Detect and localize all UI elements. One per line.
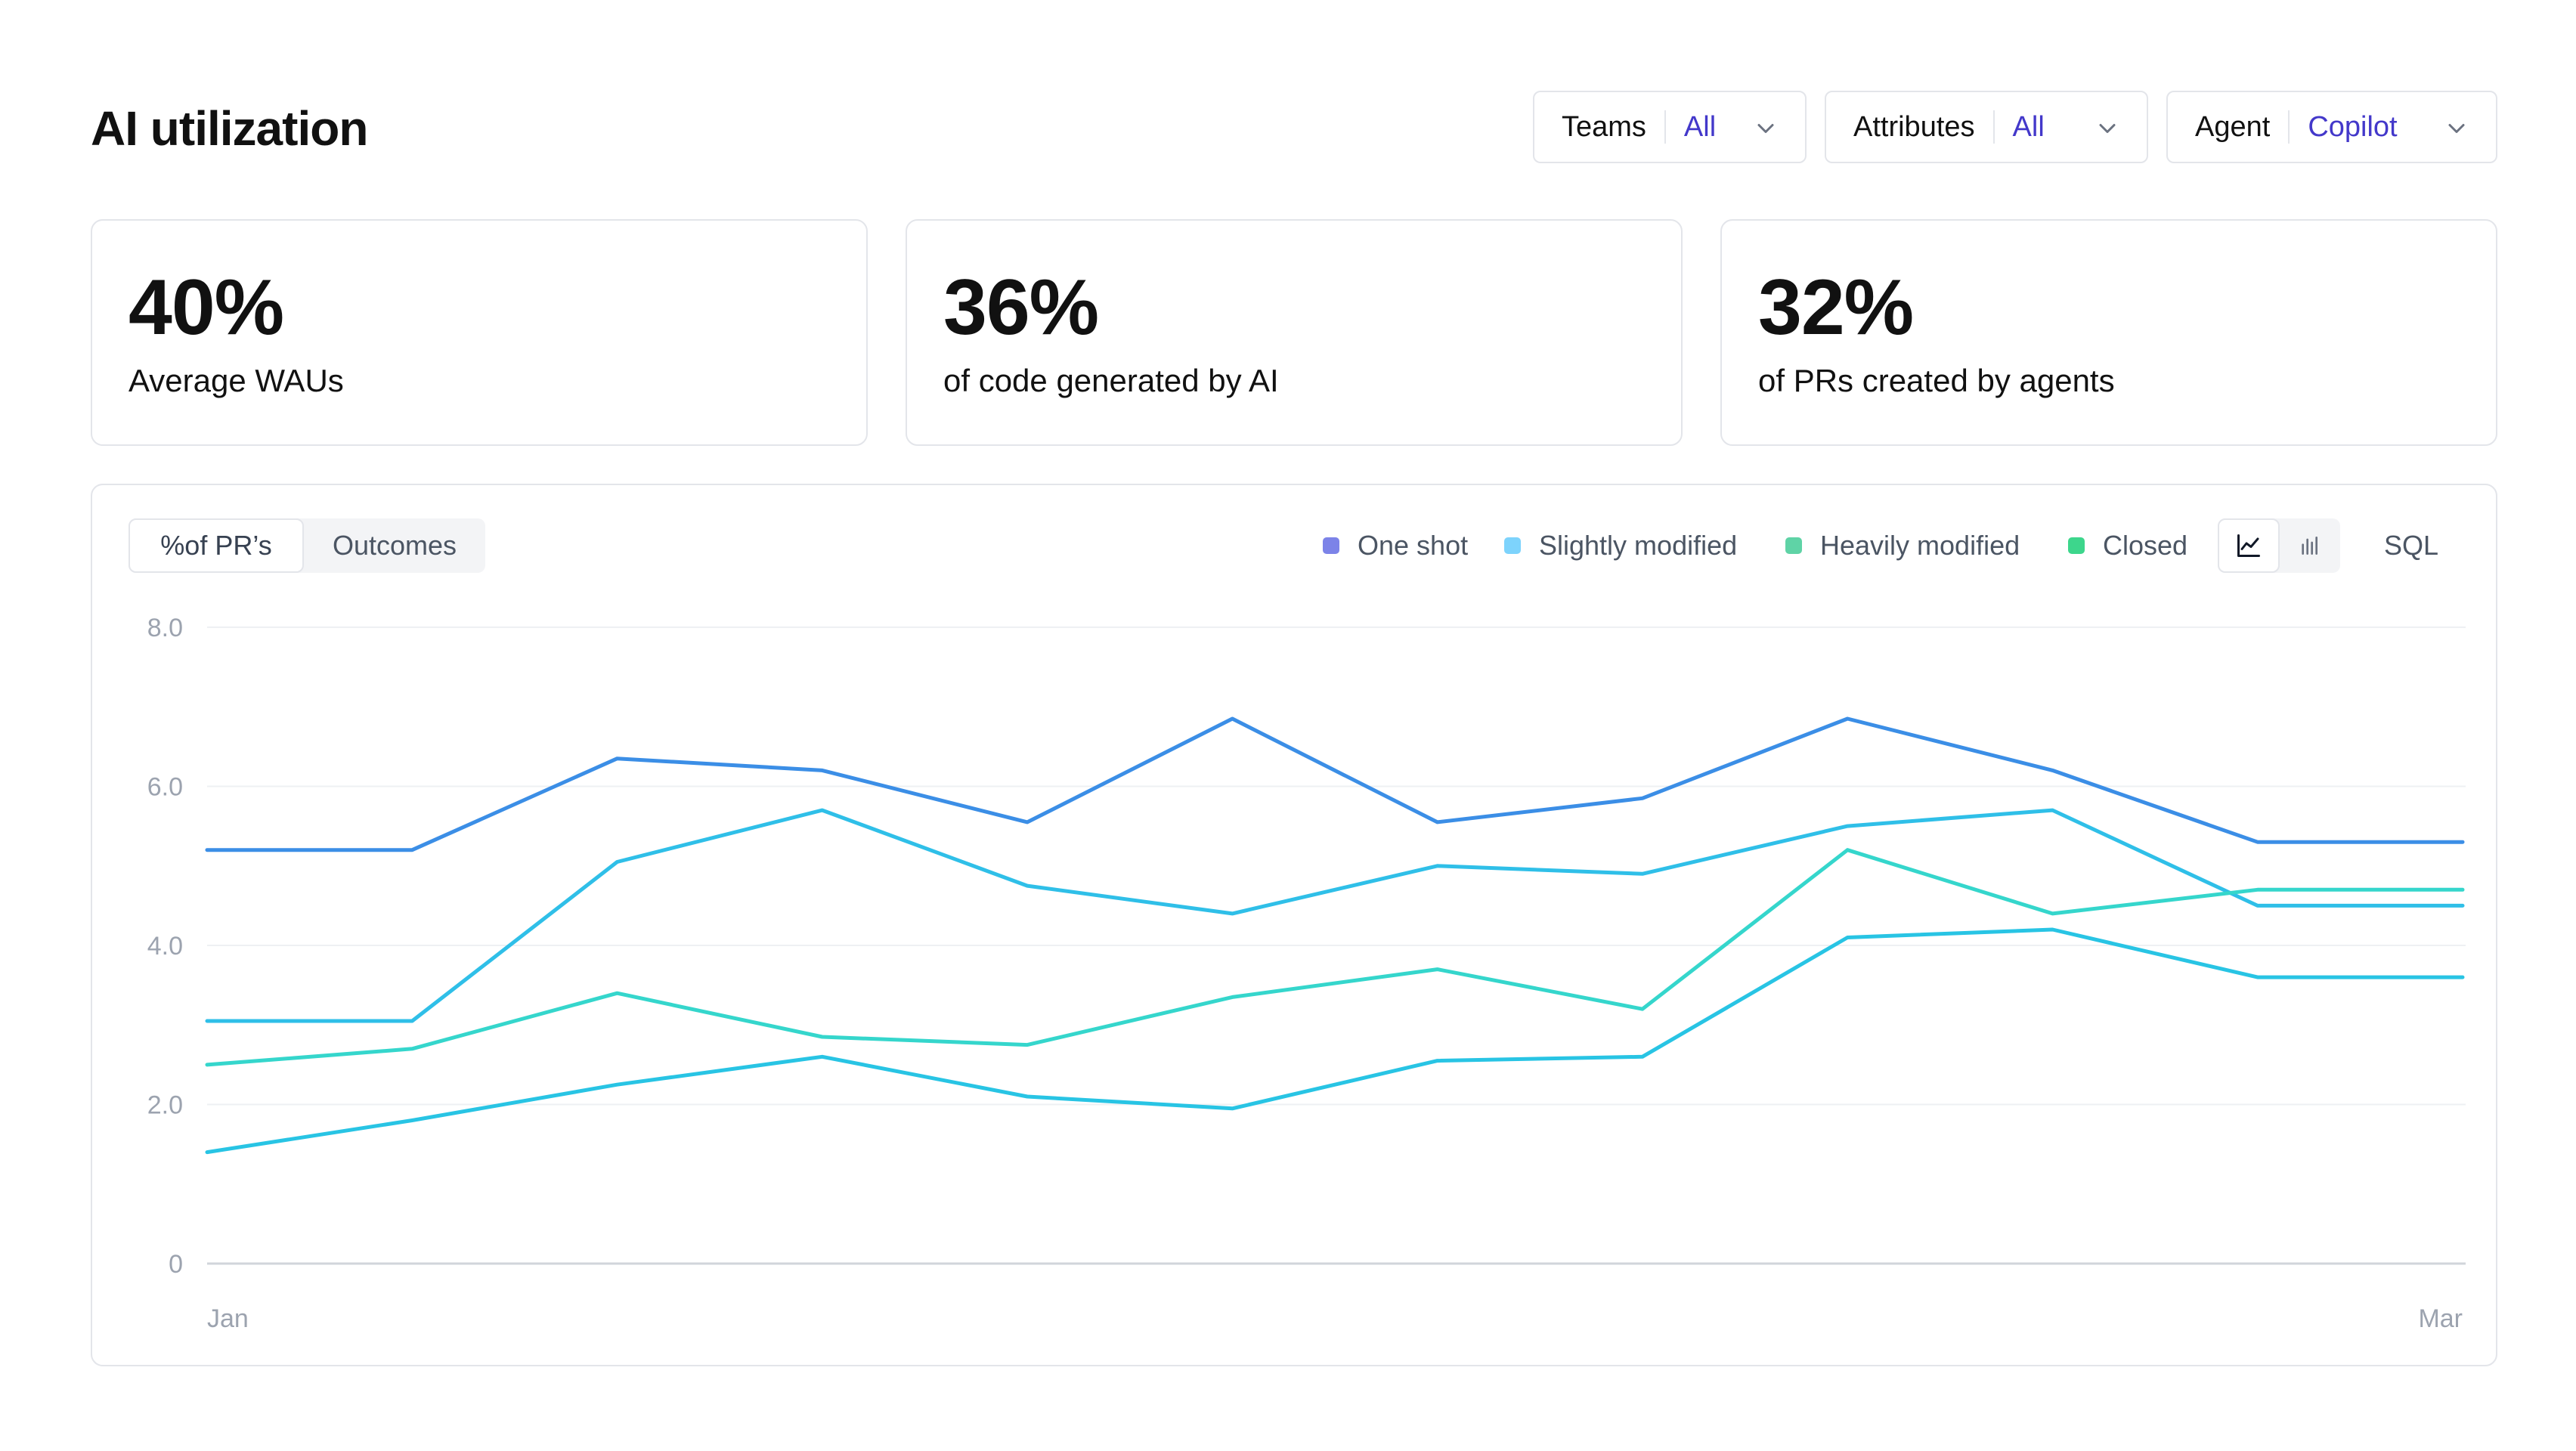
- legend-label: Closed: [2103, 530, 2188, 561]
- agent-filter[interactable]: Agent Copilot: [2166, 91, 2497, 163]
- metric-tabs: %of PR’s Outcomes: [128, 518, 485, 573]
- y-tick-label: 2.0: [147, 1091, 183, 1120]
- agent-filter-label: Agent: [2195, 110, 2271, 143]
- y-tick-label: 6.0: [147, 773, 183, 802]
- legend-label: One shot: [1358, 530, 1469, 561]
- series-line-3: [205, 848, 2465, 1067]
- chart-view-toggle: [2218, 518, 2340, 573]
- legend-item-slightly-modified: Slightly modified: [1504, 527, 1737, 564]
- y-tick-label: 0: [169, 1250, 183, 1279]
- legend-swatch: [1323, 537, 1339, 554]
- bar-chart-icon: [2302, 537, 2317, 555]
- teams-filter-label: Teams: [1562, 110, 1646, 143]
- stat-card-code-generated: 36% of code generated by AI: [906, 219, 1683, 446]
- stat-label: of code generated by AI: [943, 363, 1279, 398]
- stat-value: 36%: [943, 264, 1099, 351]
- chevron-down-icon: [2099, 124, 2116, 133]
- legend-item-one-shot: One shot: [1323, 527, 1468, 564]
- tab-percent-of-prs[interactable]: %of PR’s: [128, 518, 304, 573]
- chevron-down-icon: [2448, 124, 2465, 133]
- series-line-2: [205, 808, 2465, 1023]
- stat-value: 32%: [1758, 264, 1914, 351]
- attributes-filter[interactable]: Attributes All: [1825, 91, 2148, 163]
- tab-outcomes[interactable]: Outcomes: [332, 530, 457, 561]
- line-chart: 8.0 6.0 4.0 2.0 0 Jan Mar: [147, 614, 2466, 1333]
- attributes-filter-value: All: [2012, 110, 2045, 143]
- filter-divider: [1992, 110, 1995, 144]
- line-chart-icon: [2237, 534, 2260, 557]
- series-line-4: [205, 927, 2465, 1155]
- teams-filter[interactable]: Teams All: [1533, 91, 1807, 163]
- legend-item-closed: Closed: [2068, 527, 2187, 564]
- y-tick-label: 4.0: [147, 932, 183, 961]
- x-tick-label: Mar: [2418, 1304, 2463, 1333]
- teams-filter-value: All: [1683, 110, 1717, 143]
- chevron-down-icon: [1757, 124, 1774, 133]
- legend-swatch: [1785, 537, 1802, 554]
- sql-button[interactable]: SQL: [2384, 530, 2439, 561]
- stat-value: 40%: [128, 264, 284, 351]
- stat-label: of PRs created by agents: [1758, 363, 2115, 398]
- stat-label: Average WAUs: [128, 363, 344, 398]
- page-title: AI utilization: [91, 101, 368, 156]
- legend-swatch: [2068, 537, 2085, 554]
- attributes-filter-label: Attributes: [1853, 110, 1975, 143]
- stat-card-agent-prs: 32% of PRs created by agents: [1720, 219, 2497, 446]
- chart-panel: %of PR’s Outcomes One shot Slightly modi…: [91, 484, 2497, 1366]
- legend-label: Slightly modified: [1539, 530, 1738, 561]
- x-tick-label: Jan: [207, 1304, 249, 1333]
- legend-swatch: [1504, 537, 1521, 554]
- legend-label: Heavily modified: [1820, 530, 2020, 561]
- stat-card-waus: 40% Average WAUs: [91, 219, 868, 446]
- series-line-1: [205, 716, 2465, 852]
- filter-divider: [1664, 110, 1666, 144]
- y-tick-label: 8.0: [147, 614, 183, 642]
- line-chart-button[interactable]: [2218, 518, 2280, 573]
- agent-filter-value: Copilot: [2308, 110, 2398, 143]
- filter-divider: [2288, 110, 2290, 144]
- legend-item-heavily-modified: Heavily modified: [1785, 527, 2020, 564]
- bar-chart-button[interactable]: [2280, 518, 2340, 573]
